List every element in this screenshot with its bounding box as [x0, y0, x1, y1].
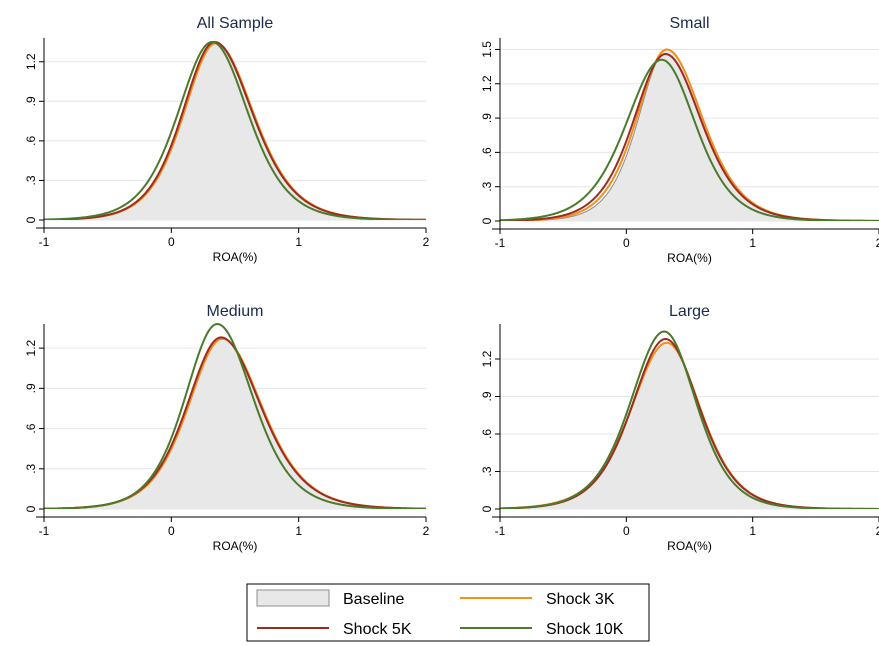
y-tick-label: 1.5: [480, 41, 494, 58]
legend-label: Baseline: [343, 591, 404, 608]
y-tick-label: 0: [24, 216, 38, 223]
y-tick-label: .3: [480, 181, 494, 191]
x-tick-label: 0: [168, 524, 175, 538]
y-tick-label: 1.2: [24, 53, 38, 70]
series-line-shock-10k: [500, 58, 879, 221]
panel-medium: Medium 0 .3 .6 .9 1.2 -1 0 1 2 ROA(%): [24, 303, 430, 553]
y-tick-label: 0: [480, 217, 494, 224]
x-axis-title: ROA(%): [667, 251, 712, 265]
x-tick-label: -1: [495, 236, 506, 250]
legend-label: Shock 3K: [546, 591, 615, 608]
x-axis-title: ROA(%): [213, 539, 258, 553]
x-tick-label: 1: [749, 524, 756, 538]
y-tick-label: .6: [24, 423, 38, 433]
legend-item-baseline: Baseline: [256, 589, 404, 608]
series-line-shock-10k: [500, 330, 879, 509]
curves: [500, 330, 879, 509]
y-tick-label: .9: [24, 96, 38, 106]
x-tick-label: 2: [423, 524, 430, 538]
legend-swatch: [256, 589, 330, 607]
x-tick-label: -1: [39, 235, 50, 249]
x-tick-label: 1: [749, 236, 756, 250]
x-tick-label: 1: [295, 524, 302, 538]
curves: [500, 48, 879, 221]
y-tick-label: .3: [480, 466, 494, 476]
y-tick-label: .9: [480, 113, 494, 123]
curves: [44, 40, 426, 220]
x-tick-label: 0: [623, 236, 630, 250]
panel-title: Large: [669, 303, 710, 320]
x-tick-label: 0: [623, 524, 630, 538]
y-tick-label: .6: [480, 429, 494, 439]
y-tick-label: 0: [480, 505, 494, 512]
y-tick-label: .3: [24, 175, 38, 185]
x-tick-label: 2: [423, 235, 430, 249]
x-tick-label: 0: [168, 235, 175, 249]
y-tick-label: .9: [24, 383, 38, 393]
y-tick-label: .9: [480, 391, 494, 401]
x-tick-label: 2: [876, 236, 879, 250]
x-axis-title: ROA(%): [213, 250, 258, 264]
panel-all-sample: All Sample 0 .3 .6 .9 1.2 -1 0 1 2 ROA(%): [24, 15, 430, 264]
legend: Baseline Shock 3K Shock 5K Shock 10K: [246, 583, 650, 642]
legend-label: Shock 10K: [546, 621, 624, 638]
series-area-baseline: [500, 49, 879, 221]
y-tick-label: 0: [24, 505, 38, 512]
x-axis-title: ROA(%): [667, 539, 712, 553]
series-area-baseline: [500, 342, 879, 509]
panel-title: All Sample: [197, 15, 274, 32]
y-tick-label: 1.2: [480, 350, 494, 367]
y-tick-label: .3: [24, 463, 38, 473]
y-tick-label: 1.2: [24, 339, 38, 356]
x-tick-label: 2: [876, 524, 879, 538]
curves: [44, 323, 426, 509]
x-tick-label: -1: [39, 524, 50, 538]
legend-item-shock-10k: Shock 10K: [460, 621, 624, 638]
panel-title: Small: [669, 15, 709, 32]
legend-label: Shock 5K: [343, 621, 412, 638]
legend-box: [246, 583, 650, 642]
series-area-baseline: [44, 338, 426, 509]
y-tick-label: 1.2: [480, 75, 494, 92]
series-line-shock-10k: [44, 40, 426, 220]
x-tick-label: -1: [495, 524, 506, 538]
series-line-shock-10k: [44, 323, 426, 509]
series-area-baseline: [44, 43, 426, 220]
y-tick-label: .6: [480, 147, 494, 157]
panel-title: Medium: [207, 303, 264, 320]
panel-large: Large 0 .3 .6 .9 1.2 -1 0 1 2 ROA(%): [480, 303, 879, 553]
legend-item-shock-3k: Shock 3K: [460, 591, 615, 608]
panel-small: Small 0 .3 .6 .9 1.2 1.5 -1 0 1 2 ROA(%): [480, 15, 879, 265]
y-tick-label: .6: [24, 136, 38, 146]
legend-item-shock-5k: Shock 5K: [257, 621, 412, 638]
x-tick-label: 1: [295, 235, 302, 249]
